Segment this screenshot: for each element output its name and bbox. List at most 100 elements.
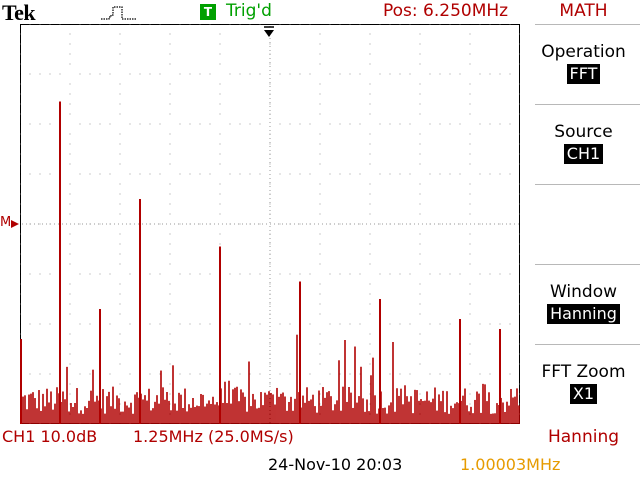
center-axis-tick bbox=[269, 238, 271, 239]
center-axis-tick bbox=[269, 334, 271, 335]
center-axis-tick bbox=[82, 223, 83, 225]
grid-dot bbox=[209, 273, 211, 275]
grid-dot bbox=[169, 153, 171, 155]
center-axis-tick bbox=[269, 402, 271, 403]
grid-dot bbox=[249, 373, 251, 375]
grid-dot bbox=[209, 173, 211, 175]
grid-dot bbox=[219, 33, 221, 35]
center-axis-tick bbox=[269, 86, 271, 87]
grid-dot bbox=[439, 423, 441, 424]
grid-dot bbox=[29, 423, 31, 424]
grid-dot bbox=[189, 323, 191, 325]
center-axis-tick bbox=[330, 223, 331, 225]
center-axis-tick bbox=[34, 223, 35, 225]
center-axis-tick bbox=[269, 370, 271, 371]
grid-dot bbox=[369, 253, 371, 255]
grid-dot bbox=[489, 24, 491, 25]
grid-dot bbox=[119, 63, 121, 65]
grid-dot bbox=[409, 123, 411, 125]
grid-dot bbox=[339, 423, 341, 424]
grid-dot bbox=[279, 173, 281, 175]
center-axis-tick bbox=[162, 223, 163, 225]
grid-dot bbox=[269, 163, 271, 165]
grid-dot bbox=[469, 403, 471, 405]
grid-dot bbox=[219, 93, 221, 95]
center-axis-tick bbox=[269, 130, 271, 131]
grid-dot bbox=[169, 53, 171, 55]
grid-dot bbox=[119, 403, 121, 405]
menu-operation-button[interactable]: Operation FFT bbox=[527, 42, 640, 84]
grid-dot bbox=[389, 273, 391, 275]
grid-dot bbox=[389, 423, 391, 424]
grid-dot bbox=[20, 113, 21, 115]
grid-dot bbox=[319, 183, 321, 185]
grid-dot bbox=[369, 63, 371, 65]
grid-dot bbox=[209, 123, 211, 125]
center-axis-tick bbox=[158, 223, 159, 225]
center-axis-tick bbox=[269, 118, 271, 119]
grid-dot bbox=[419, 153, 421, 155]
grid-dot bbox=[249, 123, 251, 125]
menu-divider bbox=[535, 184, 640, 185]
trigger-status: Trig'd bbox=[226, 1, 272, 21]
grid-dot bbox=[469, 393, 471, 395]
menu-source-button[interactable]: Source CH1 bbox=[527, 122, 640, 164]
grid-dot bbox=[339, 273, 341, 275]
grid-dot bbox=[449, 73, 451, 75]
grid-dot bbox=[99, 24, 101, 25]
grid-dot bbox=[69, 333, 71, 335]
grid-dot bbox=[49, 24, 51, 25]
grid-dot bbox=[359, 273, 361, 275]
grid-dot bbox=[469, 83, 471, 85]
grid-dot bbox=[369, 263, 371, 265]
center-axis-tick bbox=[26, 223, 27, 225]
center-axis-tick bbox=[269, 162, 271, 163]
center-axis-tick bbox=[426, 223, 427, 225]
menu-window-button[interactable]: Window Hanning bbox=[527, 282, 640, 324]
center-axis-tick bbox=[250, 223, 251, 225]
grid-dot bbox=[459, 123, 461, 125]
grid-dot bbox=[479, 123, 481, 125]
grid-dot bbox=[119, 33, 121, 35]
center-axis-tick bbox=[70, 223, 71, 225]
grid-dot bbox=[419, 413, 421, 415]
center-axis-tick bbox=[269, 258, 271, 259]
grid-dot bbox=[459, 223, 461, 225]
grid-dot bbox=[119, 93, 121, 95]
grid-dot bbox=[319, 363, 321, 365]
grid-dot bbox=[419, 343, 421, 345]
center-axis-tick bbox=[269, 358, 271, 359]
grid-dot bbox=[369, 133, 371, 135]
grid-dot bbox=[339, 24, 341, 25]
grid-dot bbox=[429, 73, 431, 75]
grid-dot bbox=[309, 73, 311, 75]
grid-dot bbox=[129, 423, 131, 424]
grid-dot bbox=[199, 373, 201, 375]
grid-dot bbox=[219, 63, 221, 65]
grid-dot bbox=[79, 223, 81, 225]
grid-dot bbox=[519, 43, 520, 45]
grid-dot bbox=[169, 63, 171, 65]
center-axis-tick bbox=[269, 46, 271, 47]
grid-dot bbox=[209, 423, 211, 424]
grid-dot bbox=[189, 173, 191, 175]
center-axis-tick bbox=[42, 223, 43, 225]
center-axis-tick bbox=[262, 223, 263, 225]
grid-dot bbox=[339, 223, 341, 225]
center-axis-tick bbox=[146, 223, 147, 225]
grid-dot bbox=[119, 283, 121, 285]
grid-dot bbox=[499, 24, 501, 25]
center-axis-tick bbox=[269, 142, 271, 143]
grid-dot bbox=[39, 173, 41, 175]
grid-dot bbox=[269, 143, 271, 145]
grid-dot bbox=[519, 53, 520, 55]
menu-fft-zoom-button[interactable]: FFT Zoom X1 bbox=[527, 362, 640, 404]
grid-dot bbox=[119, 363, 121, 365]
grid-dot bbox=[199, 173, 201, 175]
grid-dot bbox=[49, 273, 51, 275]
grid-dot bbox=[409, 423, 411, 424]
center-axis-tick bbox=[490, 223, 491, 225]
grid-dot bbox=[119, 143, 121, 145]
center-axis-tick bbox=[402, 223, 403, 225]
grid-dot bbox=[479, 423, 481, 424]
